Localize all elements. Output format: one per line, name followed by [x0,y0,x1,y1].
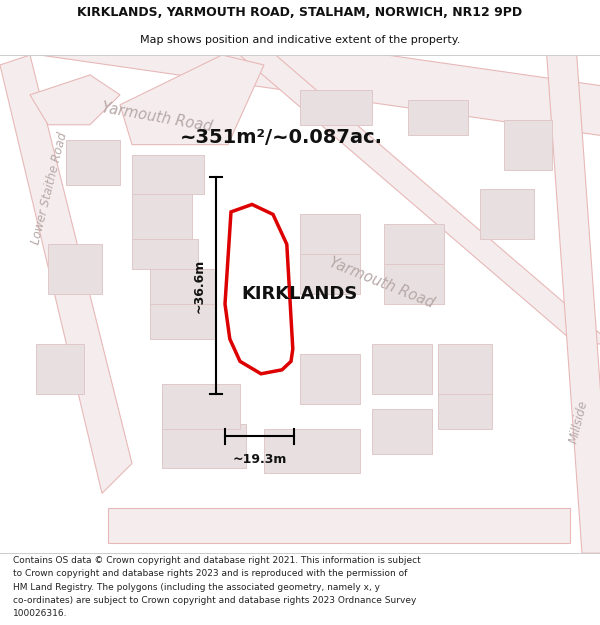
Polygon shape [120,55,264,144]
Polygon shape [384,224,444,264]
Polygon shape [132,194,192,239]
Polygon shape [36,344,84,394]
Polygon shape [408,100,468,135]
Polygon shape [372,344,432,394]
Polygon shape [372,409,432,454]
Polygon shape [300,214,360,254]
Polygon shape [384,264,444,304]
Polygon shape [66,139,120,184]
Polygon shape [228,45,600,344]
Text: ~351m²/~0.087ac.: ~351m²/~0.087ac. [180,127,383,147]
Text: HM Land Registry. The polygons (including the associated geometry, namely x, y: HM Land Registry. The polygons (includin… [13,582,380,592]
Text: ~19.3m: ~19.3m [232,454,287,466]
Polygon shape [300,90,372,125]
Text: Lower Staithe Road: Lower Staithe Road [29,131,70,246]
Text: Contains OS data © Crown copyright and database right 2021. This information is : Contains OS data © Crown copyright and d… [13,556,421,565]
Polygon shape [438,384,492,429]
Text: to Crown copyright and database rights 2023 and is reproduced with the permissio: to Crown copyright and database rights 2… [13,569,407,578]
Text: Yarmouth Road: Yarmouth Road [327,255,437,311]
Polygon shape [162,424,246,469]
Polygon shape [225,204,293,374]
Polygon shape [300,254,360,294]
Polygon shape [108,508,570,543]
Polygon shape [0,0,600,139]
Polygon shape [300,354,360,404]
Polygon shape [30,75,120,125]
Polygon shape [264,429,360,473]
Text: co-ordinates) are subject to Crown copyright and database rights 2023 Ordnance S: co-ordinates) are subject to Crown copyr… [13,596,416,605]
Polygon shape [150,304,216,339]
Text: 100026316.: 100026316. [13,609,68,618]
Polygon shape [480,189,534,239]
Polygon shape [0,55,132,493]
Polygon shape [132,154,204,194]
Text: Yarmouth Road: Yarmouth Road [101,100,214,134]
Polygon shape [48,244,102,294]
Polygon shape [504,120,552,169]
Polygon shape [132,239,198,269]
Polygon shape [150,269,216,304]
Text: KIRKLANDS, YARMOUTH ROAD, STALHAM, NORWICH, NR12 9PD: KIRKLANDS, YARMOUTH ROAD, STALHAM, NORWI… [77,6,523,19]
Text: Map shows position and indicative extent of the property.: Map shows position and indicative extent… [140,34,460,44]
Text: ~36.6m: ~36.6m [193,258,206,312]
Polygon shape [546,45,600,553]
Text: KIRKLANDS: KIRKLANDS [242,285,358,303]
Polygon shape [438,344,492,394]
Polygon shape [162,384,240,429]
Text: Millside: Millside [566,399,590,445]
